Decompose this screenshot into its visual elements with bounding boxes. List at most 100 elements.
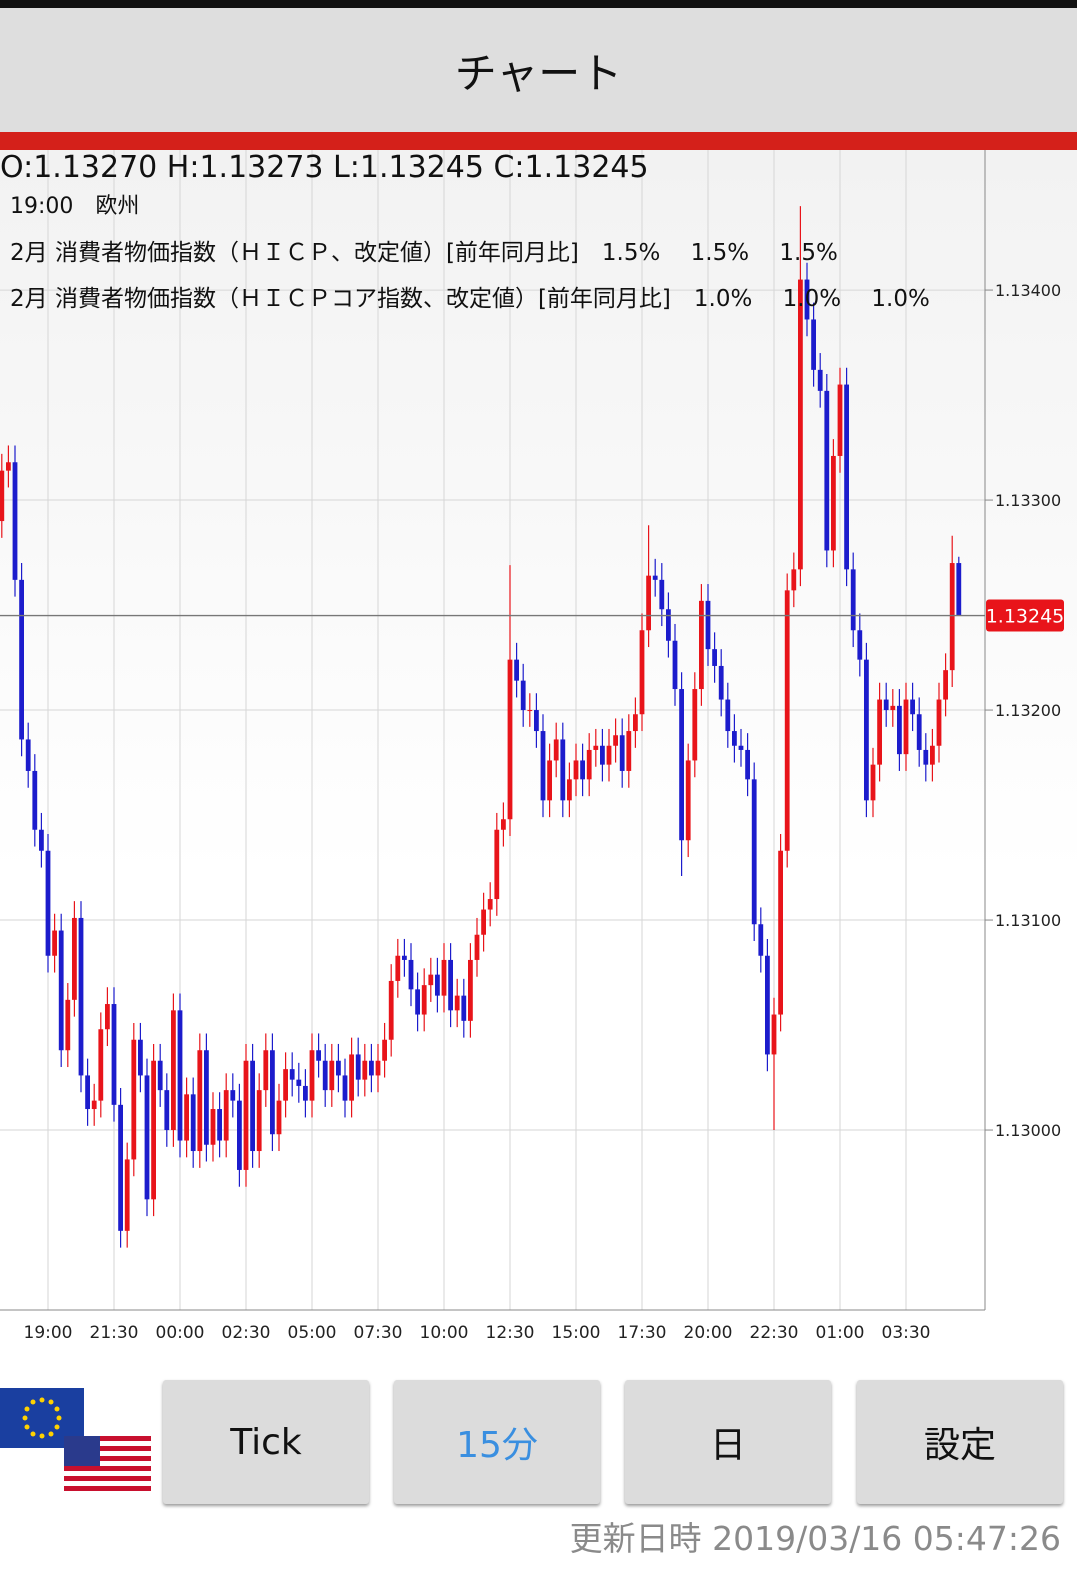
x-tick-label: 20:00 [684,1323,733,1343]
candle-body [718,665,724,700]
x-tick-label: 01:00 [816,1323,865,1343]
candle-body [527,710,533,712]
candle-body [415,989,420,1015]
candle-body [666,609,671,641]
candle-body [501,819,506,830]
x-tick-label: 00:00 [156,1323,205,1343]
candle-body [487,899,493,910]
candle-body [78,917,84,1076]
currency-flags[interactable] [0,1386,155,1498]
candle-body [388,980,394,1040]
candle-body [362,1060,368,1080]
timeframe-button[interactable]: Tick [163,1380,369,1504]
candle-body [850,569,856,631]
timeframe-button[interactable]: 日 [625,1380,831,1504]
candle-body [230,1090,236,1101]
candle-body [600,745,605,765]
event-time: 19:00 欧州 [10,194,140,219]
candle-body [903,699,909,755]
timeframe-button[interactable]: 15分 [394,1380,600,1504]
candle-body [263,1050,269,1091]
candle-body [626,731,632,771]
candle-body [712,649,717,666]
candle-body [639,630,645,715]
candle-body [633,714,638,732]
candle-body [481,909,486,935]
candle-body [177,1010,183,1141]
candle-body [157,1060,163,1091]
candle-body [494,829,500,900]
candle-body [811,319,816,370]
candle-body [778,850,783,1015]
candle-body [725,699,731,732]
candle-body [474,934,480,960]
candle-body [613,735,618,746]
candle-body [448,959,453,1011]
candle-body [164,1090,170,1131]
candle-body [765,955,770,1055]
candle-body [573,760,579,780]
candle-body [791,569,797,591]
candle-body [171,1010,176,1131]
candle-body [745,749,750,780]
candle-body [817,369,823,391]
candle-body [32,770,38,830]
candle-body [296,1079,302,1086]
x-tick-label: 02:30 [222,1323,271,1343]
candle-body [98,1029,104,1101]
candle-body [930,745,935,765]
candle-body [652,575,658,580]
candle-body [289,1069,295,1080]
candle-body [864,659,869,801]
candle-body [844,384,849,570]
candle-body [646,575,651,631]
candle-body [52,930,57,956]
candle-body [237,1100,242,1170]
candle-body [699,600,704,690]
candle-body [309,1050,315,1101]
candle-body [751,779,757,925]
candle-body [619,735,625,771]
candle-body [138,1039,143,1076]
candle-body [45,850,51,956]
candle-body [329,1060,335,1091]
candle-body [349,1054,354,1101]
event-text: 2月 消費者物価指数（ＨＩＣＰコア指数、改定値）[前年同月比] 1.0% 1.0… [10,286,930,312]
candle-body [303,1085,308,1101]
candle-body [659,579,665,610]
candle-body [454,995,460,1011]
candle-body [692,689,698,761]
candle-body [342,1075,348,1101]
y-tick-label: 1.13000 [995,1121,1061,1140]
candle-body [375,1060,381,1076]
candle-body [124,1159,130,1231]
candle-body [441,959,447,996]
current-price-label: 1.13245 [986,606,1065,628]
candle-body [870,764,876,801]
candle-body [936,699,942,746]
candle-body [857,630,863,660]
candle-body [0,470,5,522]
candle-body [118,1104,123,1231]
candle-body [25,739,31,771]
candle-body [276,1100,282,1135]
candle-body [322,1060,328,1091]
candle-body [184,1094,189,1141]
candle-body [91,1100,97,1110]
candle-body [890,705,896,711]
candle-body [784,590,790,851]
y-tick-label: 1.13300 [995,491,1061,510]
candle-body [421,985,427,1015]
x-tick-label: 22:30 [750,1323,799,1343]
candle-body [507,659,513,820]
candle-body [949,563,955,671]
candle-body [283,1069,288,1101]
x-tick-label: 19:00 [24,1323,73,1343]
candle-body [395,955,401,981]
candle-body [250,1060,255,1152]
candle-body [6,462,11,471]
status-bar [0,0,1077,8]
candle-body [540,731,546,801]
timeframe-button[interactable]: 設定 [857,1380,1063,1504]
candle-body [111,1004,117,1105]
